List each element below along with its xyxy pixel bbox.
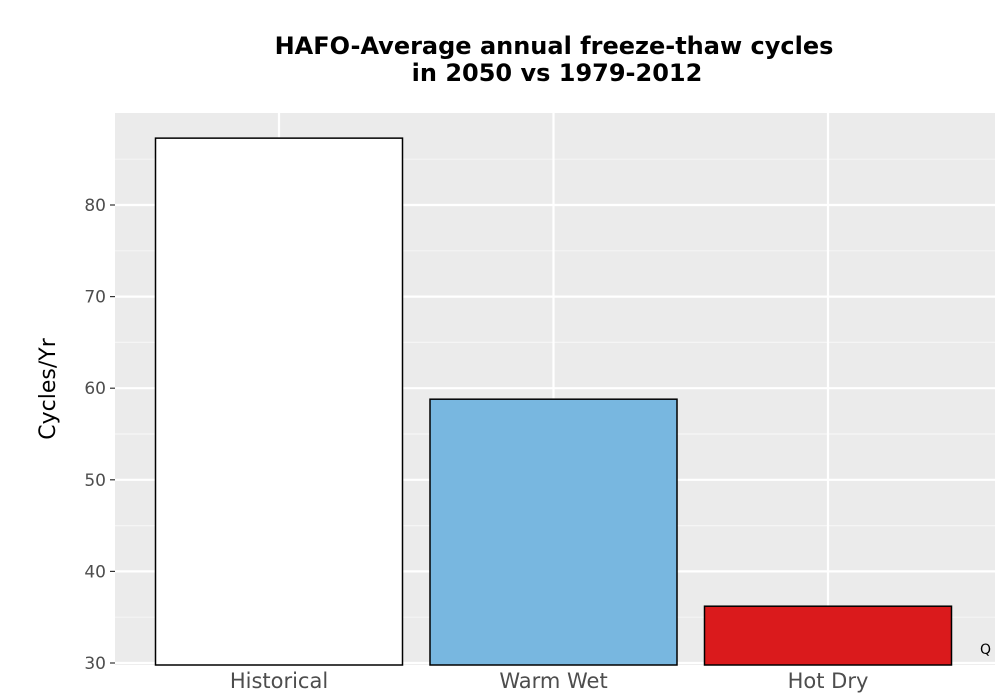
bar-historical [154,137,404,666]
y-tick-label: 60 [84,379,106,399]
bar-hot-dry [703,605,953,666]
chart-title-line-2: in 2050 vs 1979-2012 [412,59,703,87]
x-tick-label: Warm Wet [499,669,607,693]
y-tick-label: 40 [84,562,106,582]
y-tick-label: 50 [84,471,106,491]
x-axis: Historical Warm Wet Hot Dry [230,669,869,693]
y-tick-label: 70 [84,288,106,308]
chart-title-line-1: HAFO-Average annual freeze-thaw cycles [275,32,834,60]
y-tick-label: 80 [84,196,106,216]
x-tick-label: Historical [230,669,328,693]
x-tick-label: Hot Dry [788,669,869,693]
corner-note: Q [980,642,991,658]
y-axis: 30 40 50 60 70 80 [84,196,115,674]
bar-warm-wet [429,398,678,666]
y-tick-label: 30 [84,654,106,674]
y-axis-title: Cycles/Yr [36,337,61,439]
bars [154,137,953,666]
